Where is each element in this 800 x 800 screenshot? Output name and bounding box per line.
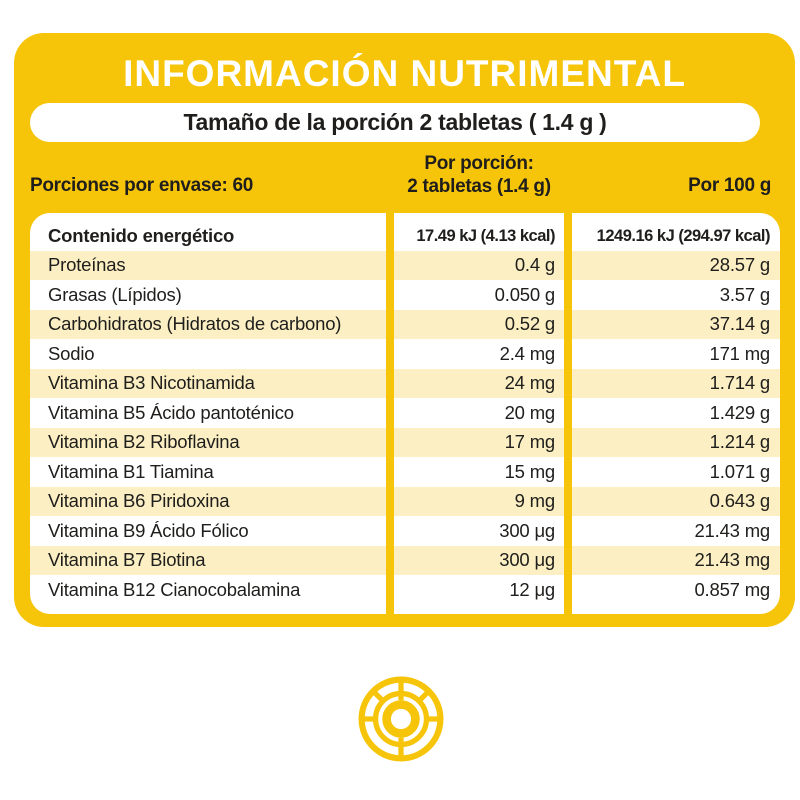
per-100g-value: 171 mg	[709, 342, 770, 364]
tablet-wheel-icon	[358, 676, 444, 762]
nutrient-label: Vitamina B1 Tiamina	[48, 460, 214, 482]
per-portion-value: 300 μg	[499, 549, 555, 570]
table-row: Contenido energético 17.49 kJ (4.13 kcal…	[30, 221, 780, 251]
per-portion-value: 15 mg	[504, 460, 556, 482]
per-100g-value: 37.14 g	[709, 313, 771, 334]
per-portion-value: 12 μg	[509, 578, 555, 600]
per-portion-value: 0.4 g	[514, 254, 555, 275]
table-row: Vitamina B1 Tiamina 15 mg 1.071 g	[30, 457, 780, 487]
per-portion-header-line1: Por porción:	[424, 153, 534, 174]
per-100g-value: 0.643 g	[709, 490, 771, 511]
table-row: Vitamina B9 Ácido Fólico 300 μg 21.43 mg	[30, 516, 780, 546]
servings-per-container-header: Porciones por envase: 60	[30, 175, 254, 196]
per-portion-value: 2.4 mg	[499, 342, 556, 364]
table-row: Vitamina B12 Cianocobalamina 12 μg 0.857…	[30, 575, 780, 605]
table-row: Grasas (Lípidos) 0.050 g 3.57 g	[30, 280, 780, 310]
nutrition-facts-label: INFORMACIÓN NUTRIMENTAL Tamaño de la por…	[14, 33, 795, 627]
per-100g-header: Por 100 g	[688, 175, 771, 196]
per-100g-value: 1249.16 kJ (294.97 kcal)	[596, 226, 771, 245]
column-divider-2	[564, 213, 572, 614]
nutrient-label: Grasas (Lípidos)	[48, 283, 182, 305]
table-row: Vitamina B5 Ácido pantoténico 20 mg 1.42…	[30, 398, 780, 428]
per-portion-value: 300 μg	[499, 519, 555, 541]
per-portion-value: 0.52 g	[504, 313, 555, 334]
table-row: Vitamina B2 Riboflavina 17 mg 1.214 g	[30, 427, 780, 457]
per-portion-header: Por porción: 2 tabletas (1.4 g)	[389, 152, 569, 198]
table-row: Sodio 2.4 mg 171 mg	[30, 339, 780, 369]
column-divider-1	[386, 213, 394, 614]
nutrient-label: Vitamina B3 Nicotinamida	[48, 372, 255, 393]
nutrient-label: Vitamina B5 Ácido pantoténico	[48, 401, 294, 423]
table-row: Vitamina B6 Piridoxina 9 mg 0.643 g	[30, 486, 780, 516]
label-title: INFORMACIÓN NUTRIMENTAL	[123, 53, 686, 94]
per-portion-value: 0.050 g	[494, 283, 556, 305]
per-100g-value: 1.714 g	[709, 372, 771, 393]
column-headers-band: Porciones por envase: 60 Por porción: 2 …	[14, 146, 795, 212]
per-portion-header-line2: 2 tabletas (1.4 g)	[407, 176, 551, 197]
per-100g-value: 28.57 g	[709, 254, 771, 275]
nutrition-table: Contenido energético 17.49 kJ (4.13 kcal…	[30, 213, 780, 614]
nutrient-label: Contenido energético	[48, 224, 235, 246]
nutrient-label: Vitamina B12 Cianocobalamina	[48, 578, 301, 600]
per-portion-value: 24 mg	[504, 372, 556, 393]
serving-size-text: Tamaño de la porción 2 tabletas ( 1.4 g …	[183, 109, 607, 135]
per-100g-value: 1.429 g	[709, 401, 771, 423]
per-100g-value: 1.071 g	[709, 460, 771, 482]
table-row: Vitamina B7 Biotina 300 μg 21.43 mg	[30, 545, 780, 575]
per-portion-value: 20 mg	[504, 401, 556, 423]
per-portion-value: 9 mg	[514, 490, 556, 511]
serving-size-pill: Tamaño de la porción 2 tabletas ( 1.4 g …	[30, 103, 760, 142]
nutrient-label: Vitamina B6 Piridoxina	[48, 490, 230, 511]
per-portion-value: 17 mg	[504, 431, 556, 452]
per-100g-value: 3.57 g	[719, 283, 770, 305]
per-100g-value: 21.43 mg	[694, 519, 770, 541]
nutrition-table-rows: Contenido energético 17.49 kJ (4.13 kcal…	[30, 221, 780, 605]
nutrient-label: Vitamina B9 Ácido Fólico	[48, 519, 249, 541]
per-100g-value: 1.214 g	[709, 431, 771, 452]
table-row: Carbohidratos (Hidratos de carbono) 0.52…	[30, 309, 780, 339]
table-row: Vitamina B3 Nicotinamida 24 mg 1.714 g	[30, 368, 780, 398]
per-portion-value: 17.49 kJ (4.13 kcal)	[416, 226, 555, 245]
nutrient-label: Vitamina B7 Biotina	[48, 549, 206, 570]
nutrient-label: Carbohidratos (Hidratos de carbono)	[48, 313, 342, 334]
per-100g-value: 0.857 mg	[694, 578, 770, 600]
nutrient-label: Sodio	[48, 342, 95, 364]
per-100g-value: 21.43 mg	[694, 549, 770, 570]
nutrient-label: Vitamina B2 Riboflavina	[48, 431, 240, 452]
table-row: Proteínas 0.4 g 28.57 g	[30, 250, 780, 280]
nutrient-label: Proteínas	[48, 254, 126, 275]
